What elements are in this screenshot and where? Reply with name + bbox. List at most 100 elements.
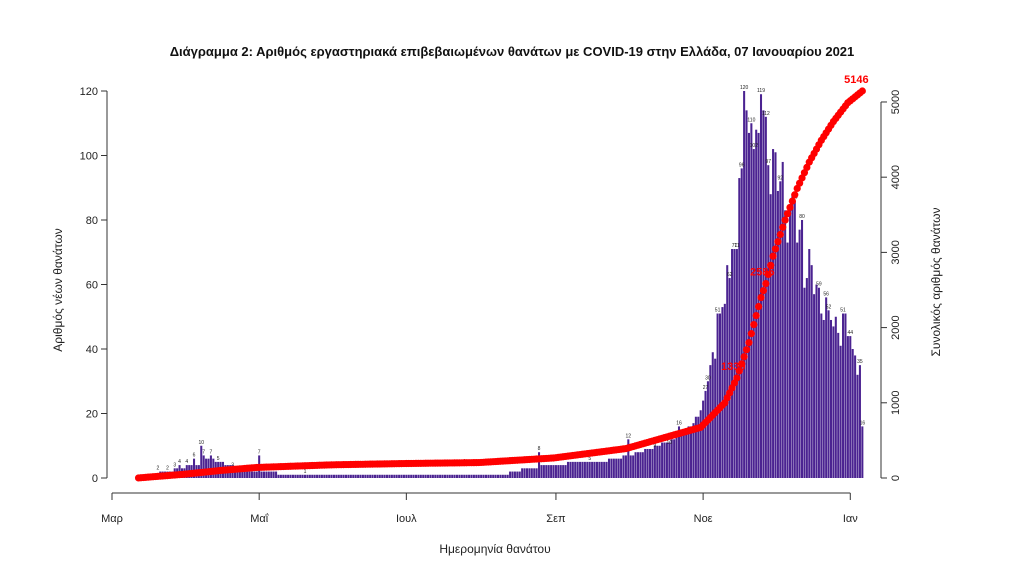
cumulative-point bbox=[759, 286, 768, 295]
bar bbox=[832, 326, 835, 478]
bar-value-label: 119 bbox=[757, 88, 765, 94]
bar bbox=[822, 319, 825, 478]
bar-value-label: 112 bbox=[762, 111, 770, 117]
bar bbox=[446, 474, 449, 478]
bar bbox=[562, 465, 565, 478]
bottom-axis: Μαρ Μαΐ Ιουλ Σεπ Νοε Ιαν bbox=[101, 492, 858, 525]
bar bbox=[475, 474, 478, 478]
bar bbox=[803, 287, 806, 478]
bar-value-label: 16 bbox=[676, 420, 682, 426]
bar bbox=[451, 474, 454, 478]
bar bbox=[511, 471, 514, 478]
left-tick-label: 120 bbox=[80, 86, 98, 98]
bar bbox=[424, 474, 427, 478]
bar bbox=[767, 165, 770, 478]
bar bbox=[731, 249, 734, 478]
bar bbox=[576, 461, 579, 479]
bar bbox=[443, 474, 446, 478]
bar bbox=[554, 465, 557, 478]
bar bbox=[513, 471, 516, 478]
bar bbox=[735, 249, 738, 478]
bar bbox=[352, 474, 355, 478]
bar bbox=[414, 474, 418, 478]
bar bbox=[373, 474, 377, 478]
bar bbox=[470, 474, 473, 478]
bar bbox=[694, 416, 697, 478]
bar bbox=[697, 416, 700, 478]
bar bbox=[740, 168, 743, 478]
bar bbox=[342, 474, 345, 478]
left-tick-label: 20 bbox=[86, 409, 98, 421]
bar-value-label: 80 bbox=[799, 214, 805, 220]
bar bbox=[651, 448, 654, 478]
bar bbox=[427, 474, 430, 478]
bar bbox=[627, 439, 630, 478]
bar bbox=[586, 461, 589, 479]
bar bbox=[530, 468, 533, 478]
bar-value-label: 102 bbox=[750, 143, 759, 149]
cumulative-point bbox=[858, 87, 866, 95]
bar bbox=[550, 465, 553, 478]
bar-value-label: 12 bbox=[626, 433, 632, 439]
bar bbox=[301, 474, 304, 478]
bar bbox=[665, 442, 668, 478]
bar bbox=[851, 349, 854, 478]
bar bbox=[489, 474, 492, 478]
bar-value-label: 96 bbox=[739, 162, 745, 168]
chart-title: Διάγραμμα 2: Αριθμός εργαστηριακά επιβεβ… bbox=[170, 44, 855, 59]
bar bbox=[482, 474, 485, 478]
bar bbox=[441, 474, 444, 478]
cumulative-point bbox=[735, 367, 743, 375]
bar bbox=[509, 471, 512, 478]
bar bbox=[405, 474, 408, 478]
bottom-tick-label: Μαΐ bbox=[250, 513, 269, 525]
bar bbox=[335, 474, 338, 478]
bar bbox=[275, 471, 278, 478]
bar bbox=[718, 313, 722, 478]
bar bbox=[675, 436, 678, 478]
bar bbox=[328, 474, 331, 478]
bar bbox=[518, 471, 521, 478]
cumulative-point bbox=[745, 339, 753, 347]
bar bbox=[289, 474, 292, 478]
bar bbox=[504, 474, 507, 478]
bar bbox=[571, 461, 574, 479]
bar bbox=[255, 471, 258, 478]
bar-value-label: 1 bbox=[304, 469, 307, 475]
bar bbox=[723, 303, 726, 478]
right-tick-label: 4000 bbox=[890, 165, 902, 189]
left-tick-label: 0 bbox=[92, 473, 98, 485]
cumulative-point bbox=[783, 210, 792, 218]
bar bbox=[750, 123, 753, 478]
bar bbox=[359, 474, 362, 478]
left-tick-label: 80 bbox=[86, 215, 98, 227]
bar bbox=[726, 265, 729, 478]
bar bbox=[516, 471, 519, 478]
bar bbox=[535, 468, 538, 478]
bar bbox=[484, 474, 487, 478]
bar bbox=[419, 474, 422, 478]
bottom-tick-label: Ιαν bbox=[843, 513, 858, 525]
bar bbox=[784, 210, 787, 478]
bar bbox=[388, 474, 391, 478]
bar bbox=[759, 94, 763, 478]
bar bbox=[337, 474, 340, 478]
bar bbox=[366, 474, 369, 478]
bar bbox=[200, 445, 203, 478]
bar bbox=[670, 439, 673, 478]
bar-value-label: 110 bbox=[747, 117, 755, 123]
cumulative-point bbox=[747, 330, 755, 338]
bar bbox=[690, 426, 693, 478]
bar bbox=[682, 429, 685, 479]
bar bbox=[412, 474, 415, 478]
bar-value-label: 4 bbox=[178, 459, 181, 465]
bar bbox=[680, 432, 683, 478]
bar bbox=[685, 429, 688, 479]
bottom-tick-label: Μαρ bbox=[101, 513, 123, 525]
bar bbox=[649, 448, 652, 478]
bar bbox=[284, 474, 287, 478]
bar bbox=[390, 474, 393, 478]
cumulative-label: 2585 bbox=[750, 267, 774, 279]
bar-value-label: 120 bbox=[740, 85, 749, 91]
bar bbox=[501, 474, 504, 478]
